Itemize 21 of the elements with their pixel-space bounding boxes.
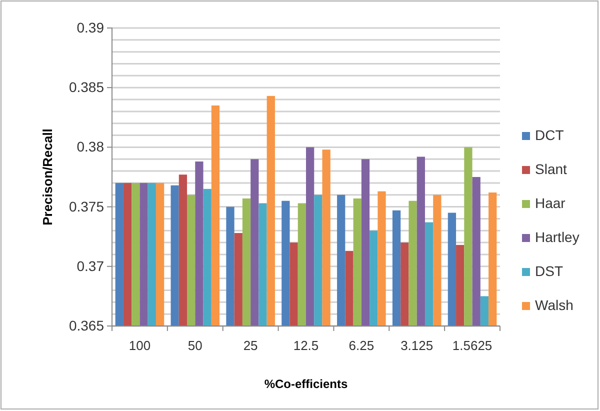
x-tick-label: 50 [188, 338, 202, 353]
legend-label: Walsh [535, 297, 574, 313]
legend-label: DCT [535, 127, 564, 143]
y-tick-label: 0.37 [76, 258, 104, 274]
x-tick-label: 100 [128, 338, 151, 353]
legend-label: Haar [535, 195, 566, 211]
y-tick-label: 0.385 [68, 79, 104, 96]
legend-label: Hartley [535, 229, 580, 245]
y-axis-title: Precison/Recall [40, 128, 55, 226]
x-tick-label: 12.5 [293, 338, 319, 353]
x-tick-label: 6.25 [348, 338, 374, 353]
y-tick-label: 0.375 [68, 198, 104, 214]
y-tick-label: 0.365 [68, 317, 104, 334]
x-axis-title: %Co-efficients [264, 377, 348, 391]
x-tick-label: 1.5625 [452, 338, 492, 353]
legend-label: DST [535, 263, 564, 279]
y-tick-label: 0.39 [76, 19, 104, 36]
y-tick-label: 0.38 [76, 138, 104, 155]
legend-label: Slant [535, 161, 568, 177]
x-tick-label: 3.125 [400, 338, 434, 353]
x-tick-label: 25 [243, 338, 258, 353]
